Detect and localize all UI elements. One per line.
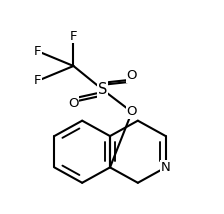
Text: O: O (68, 97, 78, 110)
Text: F: F (34, 74, 41, 87)
Text: F: F (34, 45, 41, 58)
Text: N: N (161, 161, 170, 174)
Text: F: F (70, 30, 77, 43)
Text: O: O (127, 69, 137, 82)
Text: S: S (98, 82, 107, 97)
Text: O: O (127, 106, 137, 119)
